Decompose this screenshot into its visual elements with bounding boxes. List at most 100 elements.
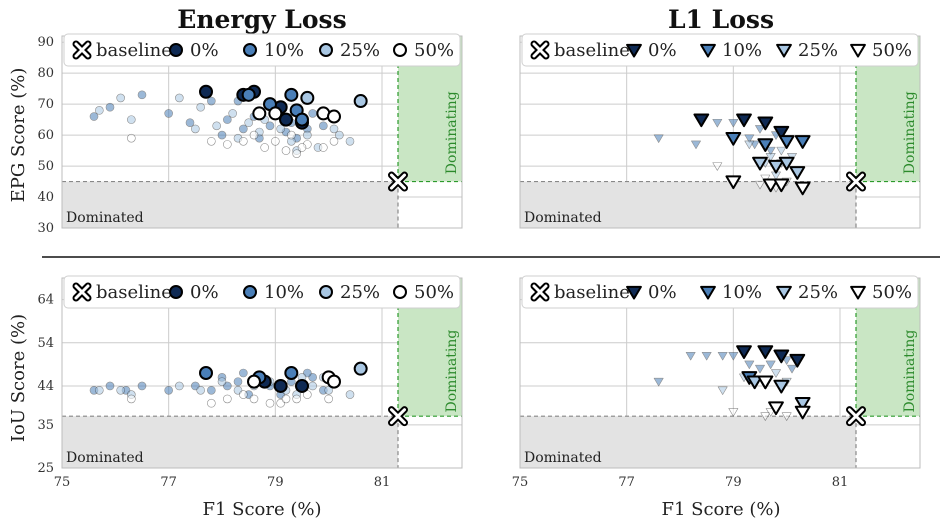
legend-icon-p25: [319, 285, 333, 299]
faded-point-p25: [95, 106, 104, 115]
faded-point-p50: [292, 394, 301, 404]
faded-point-p10: [207, 385, 216, 395]
faded-point-p10: [137, 90, 147, 100]
legend-icon-p0: [169, 285, 183, 299]
faded-point-p50: [712, 162, 723, 171]
faded-point-p25: [175, 381, 184, 391]
y-tick-label: 54: [37, 336, 54, 351]
legend-baseline-icon: [530, 282, 550, 302]
legend-baseline-icon: [72, 40, 92, 60]
faded-point-p50: [281, 394, 291, 404]
dominating-label: Dominating: [902, 91, 918, 174]
baseline-marker-core: [532, 284, 548, 300]
legend-icon-p10: [243, 43, 257, 57]
faded-point-p50: [260, 143, 269, 152]
data-point-p10: [284, 87, 299, 102]
legend: baseline 0% 10% 25% 50%: [63, 33, 461, 67]
baseline-marker-core: [74, 42, 90, 58]
legend-label: 0%: [648, 40, 677, 61]
faded-point-p10: [787, 364, 797, 374]
faded-point-p10: [223, 115, 232, 124]
regions: Dominated Dominating: [62, 36, 462, 228]
legend-box: [63, 275, 461, 309]
faded-point-p10: [265, 121, 275, 131]
faded-point-p50: [127, 394, 136, 404]
legend: baseline 0% 10% 25% 50%: [521, 275, 919, 309]
dominated-region: [62, 416, 398, 468]
data-point-p50: [794, 405, 811, 420]
data-point-p0: [757, 116, 774, 131]
data-point-p0: [773, 125, 790, 140]
legend-label: 10%: [264, 282, 304, 303]
data-points: [89, 84, 368, 158]
data-point-p25: [300, 90, 315, 105]
faded-point-p10: [319, 121, 328, 131]
data-point-p25: [353, 94, 368, 109]
legend-icon-p25: [776, 285, 792, 300]
faded-point-p10: [653, 134, 664, 143]
faded-point-p25: [244, 118, 253, 128]
legend-icon-p0: [626, 43, 642, 58]
faded-point-p50: [127, 133, 136, 143]
data-point-p0: [273, 378, 288, 393]
legend: baseline 0% 10% 25% 50%: [63, 275, 461, 309]
faded-point-p50: [329, 136, 339, 146]
faded-point-p25: [329, 124, 339, 134]
faded-point-p50: [760, 412, 771, 421]
y-tick-label: 80: [37, 66, 54, 81]
y-axis-label-iou: IoU Score (%): [8, 314, 29, 442]
legend-box: [63, 33, 461, 67]
y-tick-label: 64: [37, 293, 54, 308]
faded-point-p25: [276, 124, 285, 134]
panel-l1-iou: Dominated Dominating 75 77 79 81 baseline 0% 10%…: [512, 275, 921, 490]
data-point-p25: [752, 156, 768, 171]
faded-point-p25: [771, 369, 781, 378]
legend-icon-p25: [319, 43, 333, 57]
faded-point-p10: [701, 351, 712, 361]
legend-label: 0%: [648, 282, 677, 303]
legend-icon-p10: [243, 285, 257, 299]
data-points: [89, 361, 368, 408]
baseline-marker-core: [74, 284, 90, 300]
faded-point-p10: [717, 351, 728, 361]
x-tick-label: 81: [374, 475, 391, 490]
faded-point-p25: [95, 385, 104, 395]
legend-label: 25%: [340, 282, 380, 303]
panel-energy-iou: Dominated Dominating 25 35 44 54 64 75 77 79 81 bas…: [37, 275, 463, 490]
legend-label: baseline: [96, 40, 172, 61]
faded-point-p50: [207, 398, 216, 408]
x-tick-label: 75: [512, 475, 529, 490]
legend-icon-p10: [700, 285, 716, 300]
data-point-p0: [693, 113, 710, 128]
faded-point-p50: [223, 394, 232, 404]
legend-label: 10%: [722, 282, 762, 303]
faded-point-p10: [691, 140, 701, 150]
data-point-p10: [725, 132, 742, 146]
x-tick-label: 77: [618, 475, 635, 490]
faded-point-p25: [116, 93, 125, 103]
data-point-p50: [757, 375, 774, 390]
faded-point-p50: [223, 140, 232, 149]
title-energy-loss: Energy Loss: [177, 5, 346, 34]
legend-icon-p50: [393, 43, 407, 57]
faded-point-p10: [185, 118, 195, 128]
dominated-label: Dominated: [66, 210, 144, 226]
legend-icon-p50: [850, 43, 866, 58]
faded-point-p50: [207, 136, 216, 146]
faded-point-p10: [105, 102, 115, 112]
faded-point-p25: [217, 377, 227, 386]
legend-label: 10%: [264, 40, 304, 61]
data-point-p10: [757, 138, 774, 152]
faded-point-p25: [345, 136, 355, 146]
dominated-label: Dominated: [524, 210, 602, 226]
data-point-p50: [725, 175, 742, 190]
data-point-p50: [762, 178, 779, 193]
legend-label: 25%: [798, 40, 838, 61]
data-point-p50: [327, 374, 341, 389]
faded-point-p10: [217, 130, 227, 140]
data-point-p0: [295, 378, 309, 393]
y-tick-label: 70: [37, 97, 54, 112]
faded-point-p10: [308, 109, 317, 118]
data-point-p10: [199, 366, 213, 380]
faded-point-p50: [781, 412, 792, 421]
